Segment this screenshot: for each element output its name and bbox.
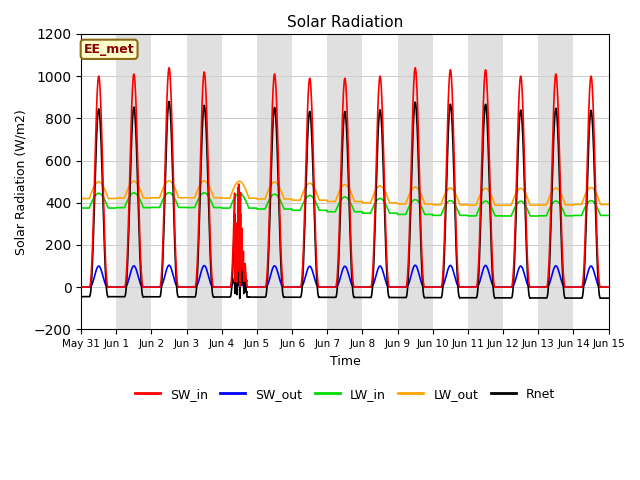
Rnet <box>542 295 550 301</box>
Rnet <box>254 294 262 300</box>
LW_in <box>77 205 85 211</box>
Rnet <box>182 294 189 300</box>
SW_out <box>427 284 435 290</box>
SW_in <box>77 284 85 290</box>
X-axis label: Time: Time <box>330 355 360 368</box>
SW_in <box>495 284 503 290</box>
Line: Rnet: Rnet <box>81 101 608 299</box>
LW_in <box>495 213 503 219</box>
SW_in <box>604 284 612 290</box>
LW_out <box>195 184 203 190</box>
Rnet <box>427 295 435 300</box>
Bar <box>187 34 222 329</box>
SW_out <box>77 284 85 290</box>
LW_out <box>165 178 173 184</box>
LW_out <box>254 196 262 202</box>
LW_out <box>427 201 435 207</box>
SW_in <box>542 284 550 290</box>
LW_in <box>604 213 612 218</box>
Bar <box>397 34 433 329</box>
LW_in <box>165 190 173 195</box>
LW_out <box>604 202 612 207</box>
LW_in <box>427 212 435 217</box>
Line: SW_in: SW_in <box>81 68 608 287</box>
Line: LW_out: LW_out <box>81 181 608 205</box>
LW_in <box>543 213 550 219</box>
Bar <box>327 34 362 329</box>
LW_out <box>182 195 189 201</box>
SW_in <box>182 284 189 290</box>
Y-axis label: Solar Radiation (W/m2): Solar Radiation (W/m2) <box>15 109 28 254</box>
SW_out <box>254 284 262 290</box>
LW_in <box>499 213 507 219</box>
Text: EE_met: EE_met <box>84 43 134 56</box>
LW_out <box>77 196 85 202</box>
Rnet <box>495 295 503 300</box>
SW_in <box>254 284 262 290</box>
SW_out <box>542 284 550 290</box>
Rnet <box>195 238 203 243</box>
Bar <box>538 34 573 329</box>
SW_out <box>495 284 503 290</box>
LW_out <box>543 202 550 208</box>
Legend: SW_in, SW_out, LW_in, LW_out, Rnet: SW_in, SW_out, LW_in, LW_out, Rnet <box>130 383 560 406</box>
SW_out <box>195 278 203 284</box>
LW_in <box>195 195 203 201</box>
Bar <box>257 34 292 329</box>
SW_in <box>195 220 203 226</box>
Line: SW_out: SW_out <box>81 265 608 287</box>
SW_out <box>182 284 189 290</box>
Rnet <box>604 295 612 301</box>
LW_in <box>254 206 262 212</box>
Title: Solar Radiation: Solar Radiation <box>287 15 403 30</box>
Rnet <box>77 294 85 300</box>
Bar <box>468 34 503 329</box>
LW_out <box>495 203 503 208</box>
Bar <box>116 34 152 329</box>
Line: LW_in: LW_in <box>81 192 608 216</box>
SW_out <box>604 284 612 290</box>
SW_in <box>427 284 435 290</box>
LW_in <box>182 204 189 210</box>
LW_out <box>499 203 507 208</box>
